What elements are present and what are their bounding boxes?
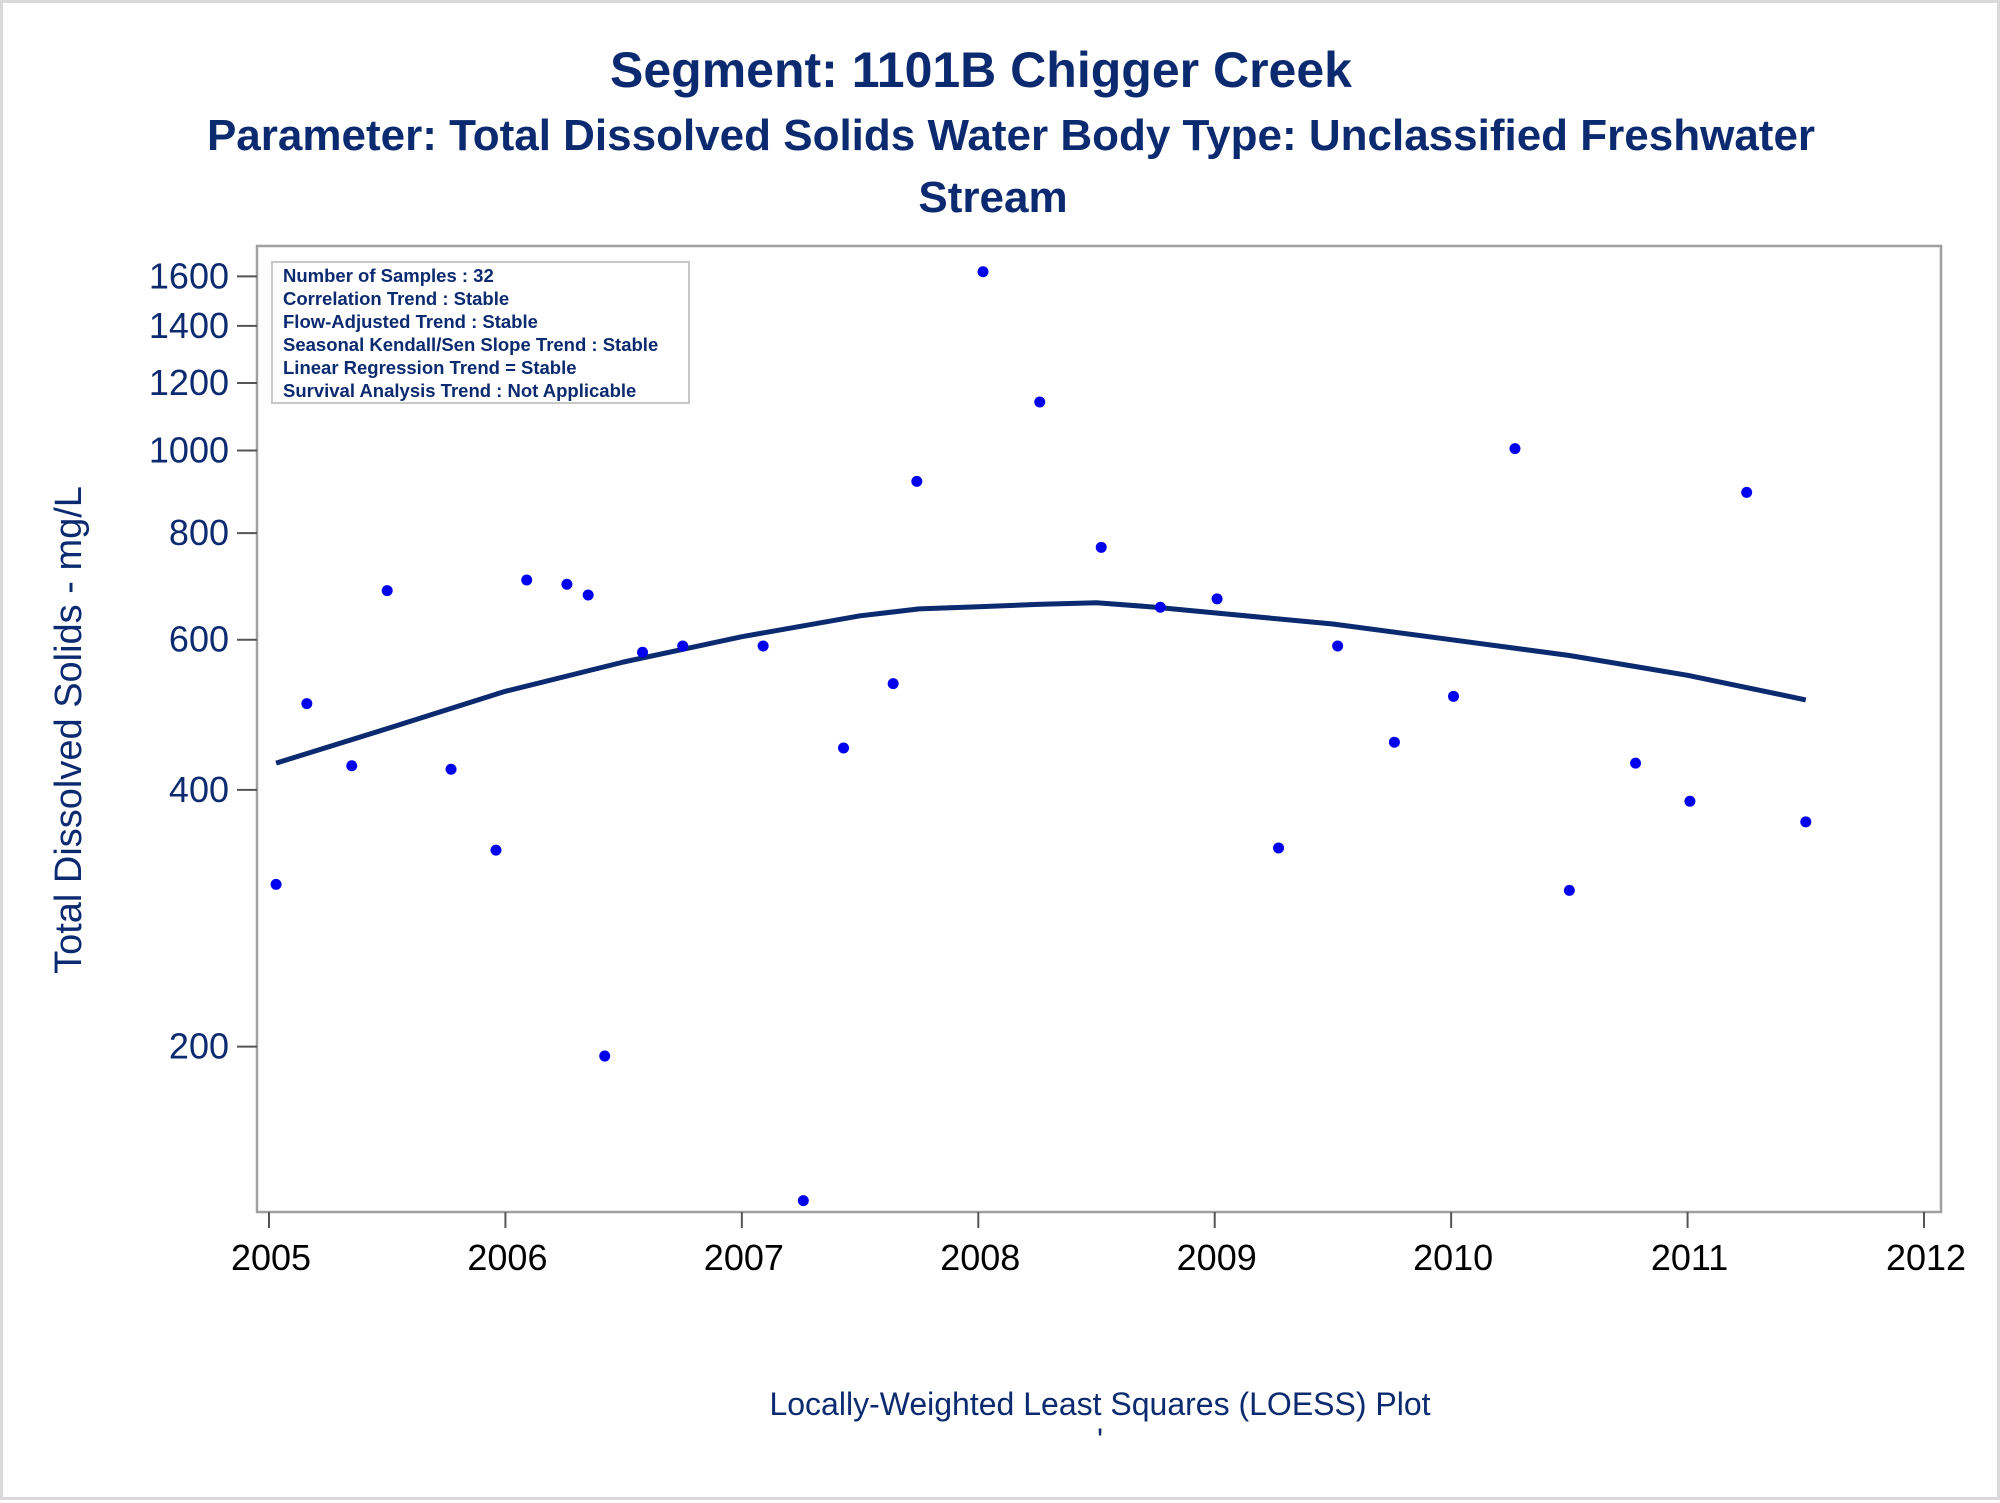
x-tick-label-2012: 2012 [1886, 1237, 1966, 1278]
data-point-28 [1563, 884, 1575, 896]
x-tick-label-2007: 2007 [704, 1237, 784, 1278]
chart-title: Segment: 1101B Chigger Creek [610, 42, 1352, 98]
data-point-32 [1800, 816, 1812, 828]
y-tick-label-600: 600 [169, 619, 229, 660]
data-point-9 [582, 589, 594, 601]
stats-line-4: Seasonal Kendall/Sen Slope Trend : Stabl… [283, 334, 658, 355]
data-point-23 [1273, 842, 1285, 854]
data-point-29 [1630, 757, 1642, 769]
data-point-5 [445, 763, 457, 775]
stats-line-6: Survival Analysis Trend : Not Applicable [283, 380, 636, 401]
x-tick-label-2009: 2009 [1177, 1237, 1257, 1278]
y-tick-label-1000: 1000 [149, 430, 229, 471]
data-point-2 [301, 698, 313, 710]
stats-line-2: Correlation Trend : Stable [283, 288, 509, 309]
y-tick-label-1400: 1400 [149, 305, 229, 346]
y-tick-label-200: 200 [169, 1026, 229, 1067]
chart-footnote: Locally-Weighted Least Squares (LOESS) P… [769, 1386, 1430, 1422]
data-point-31 [1741, 486, 1753, 498]
x-tick-label-2010: 2010 [1413, 1237, 1493, 1278]
stats-line-1: Number of Samples : 32 [283, 265, 494, 286]
x-tick-label-2006: 2006 [467, 1237, 547, 1278]
data-point-3 [346, 760, 358, 772]
y-tick-label-1200: 1200 [149, 362, 229, 403]
data-point-18 [977, 266, 989, 278]
data-point-21 [1154, 601, 1166, 613]
stats-box-border [271, 261, 690, 404]
stats-line-3: Flow-Adjusted Trend : Stable [283, 311, 538, 332]
y-axis-ticks: 200 400 600 800 1000 1200 1400 1600 [149, 255, 257, 1067]
chart-subtitle-line-1: Parameter: Total Dissolved Solids Water … [207, 111, 1815, 160]
data-point-13 [757, 640, 769, 652]
x-tick-label-2008: 2008 [940, 1237, 1020, 1278]
data-point-17 [911, 475, 923, 487]
data-point-22 [1211, 593, 1223, 605]
y-tick-label-400: 400 [169, 769, 229, 810]
loess-fit [275, 600, 1807, 766]
x-tick-label-2005: 2005 [231, 1237, 311, 1278]
data-point-20 [1095, 541, 1107, 553]
chart-footnote-mark: ' [1097, 1422, 1103, 1458]
data-point-16 [887, 678, 899, 690]
loess-line [275, 600, 1807, 766]
data-point-4 [381, 585, 393, 597]
stats-box: Number of Samples : 32 Correlation Trend… [271, 261, 690, 404]
data-point-19 [1034, 396, 1046, 408]
data-point-12 [677, 640, 689, 652]
y-tick-label-800: 800 [169, 512, 229, 553]
y-axis-label: Total Dissolved Solids - mg/L [48, 486, 90, 974]
x-tick-label-2011: 2011 [1651, 1237, 1728, 1278]
data-point-24 [1332, 640, 1344, 652]
stats-line-5: Linear Regression Trend = Stable [283, 357, 577, 378]
data-point-14 [797, 1195, 809, 1207]
data-point-27 [1509, 443, 1521, 455]
chart-svg: Segment: 1101B Chigger Creek Parameter: … [48, 42, 1966, 1458]
y-tick-label-1600: 1600 [149, 255, 229, 296]
data-points [270, 266, 1812, 1207]
data-point-30 [1684, 795, 1696, 807]
data-point-26 [1448, 690, 1460, 702]
data-point-25 [1388, 736, 1400, 748]
plot-area-border [255, 244, 1943, 1214]
x-axis-ticks: 2005 2006 2007 2008 2009 2010 2011 2012 [231, 1212, 1966, 1278]
data-point-15 [838, 742, 850, 754]
data-point-10 [599, 1050, 611, 1062]
data-point-8 [561, 578, 573, 590]
chart-subtitle-line-2: Stream [918, 173, 1067, 222]
data-point-11 [637, 646, 649, 658]
data-point-6 [490, 844, 502, 856]
data-point-1 [270, 878, 282, 890]
data-point-7 [521, 574, 533, 586]
